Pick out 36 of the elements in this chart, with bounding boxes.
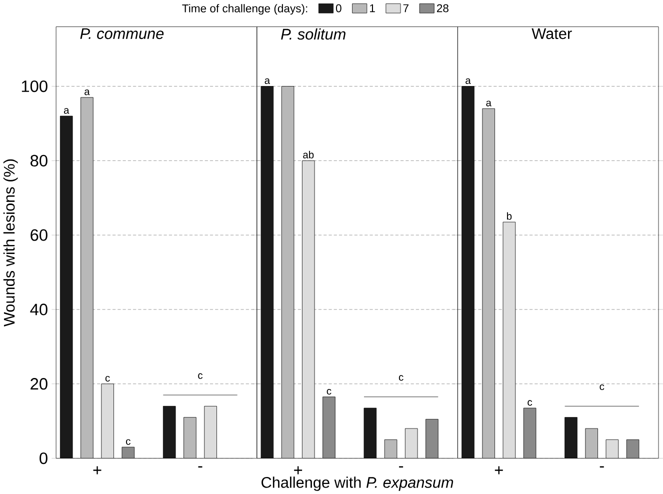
x-tick-label: +: [93, 466, 102, 474]
data-label: a: [466, 78, 471, 84]
annotation: c: [198, 373, 203, 379]
annotation: c: [398, 374, 404, 381]
legend-title: Time of challenge (days):: [182, 4, 308, 14]
data-label: b: [507, 212, 512, 220]
data-label: a: [264, 78, 270, 84]
y-tick-label: 40: [30, 303, 48, 316]
chart-title: P. commune: [80, 28, 164, 39]
y-tick-label: 80: [30, 154, 48, 166]
y-tick-label: 20: [30, 378, 48, 390]
y-tick-label: 60: [30, 229, 48, 241]
data-label: c: [326, 388, 332, 394]
annotation: c: [600, 384, 604, 390]
data-label: a: [486, 100, 492, 106]
legend-label: 28: [436, 4, 448, 12]
x-tick-label: -: [600, 466, 604, 468]
data-label: c: [528, 400, 532, 406]
x-tick-label: +: [494, 466, 503, 474]
data-label: c: [105, 376, 110, 382]
data-label: a: [64, 108, 70, 114]
data-label: c: [126, 439, 130, 445]
x-tick-label: +: [294, 466, 302, 474]
y-tick-label: 0: [40, 452, 48, 464]
data-label: a: [84, 89, 90, 95]
legend-label: 0: [336, 4, 342, 12]
x-tick-label: -: [399, 466, 404, 468]
x-axis-title: Challenge with P. expansum: [262, 476, 454, 491]
legend-label: 1: [370, 4, 375, 12]
x-tick-label: -: [198, 466, 202, 468]
legend-label: 7: [403, 4, 408, 12]
chart-title: P. solitum: [281, 28, 346, 40]
y-tick-label: 100: [22, 80, 48, 92]
chart-title: Water: [532, 28, 572, 39]
data-label: ab: [303, 150, 314, 158]
y-axis-title: Wounds with lesions (%): [3, 159, 18, 326]
